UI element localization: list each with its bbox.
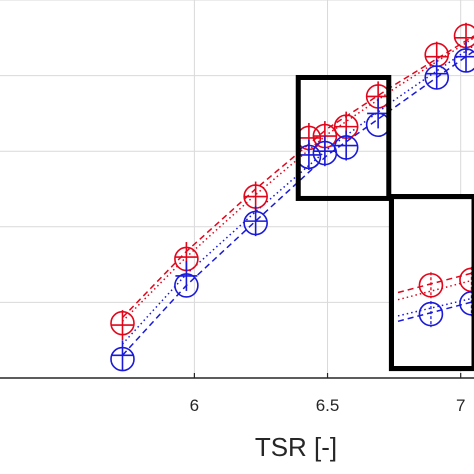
x-tick-label-1: 6.5 [316, 396, 340, 415]
data-point-series-3-3 [297, 139, 320, 170]
series-line-3 [121, 50, 474, 356]
data-point-series-3-0 [111, 340, 134, 371]
data-point-series-3-1 [175, 260, 198, 291]
x-axis-title: TSR [-] [255, 432, 337, 462]
series-line-1 [121, 37, 474, 322]
x-tick-label-0: 6 [190, 396, 199, 415]
series-markers [110, 22, 474, 372]
data-point-series-3-7 [425, 58, 448, 89]
series-line-2 [121, 44, 474, 345]
series-line-0 [121, 35, 474, 319]
zoom-box-0 [295, 74, 392, 201]
inset-line-3 [397, 300, 474, 323]
data-point-series-3-8 [455, 41, 474, 72]
data-point-series-3-4 [313, 136, 336, 167]
grid [0, 0, 474, 378]
x-tick-label-2: 7 [456, 396, 465, 415]
axes: 6 6.5 7 [0, 373, 474, 415]
data-point-series-3-2 [244, 206, 267, 237]
series-lines [121, 35, 474, 356]
zoom-box-1 [388, 194, 474, 372]
data-point-series-3-5 [335, 130, 358, 161]
data-point-series-3-6 [367, 98, 390, 129]
data-point-series-1-0 [111, 310, 134, 341]
